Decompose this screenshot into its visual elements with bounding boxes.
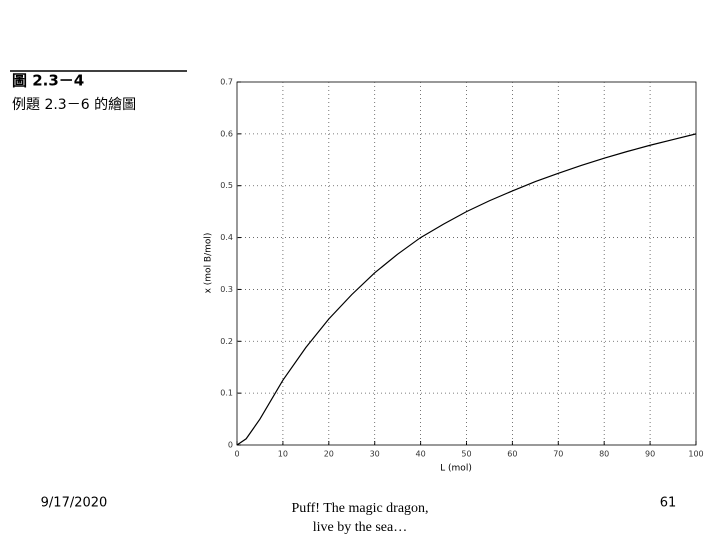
date: 9/17/2020 <box>41 496 108 511</box>
x-tick-label: 40 <box>416 450 426 459</box>
x-tick-label: 0 <box>234 450 239 459</box>
y-tick-label: 0.4 <box>220 233 233 242</box>
y-tick-label: 0 <box>228 441 233 450</box>
caption: 例題 2.3－6 的繪圖 <box>12 96 136 113</box>
x-tick-label: 80 <box>599 450 609 459</box>
x-tick-label: 70 <box>553 450 563 459</box>
y-tick-label: 0.1 <box>220 389 233 398</box>
y-tick-label: 0.2 <box>220 337 233 346</box>
figure-label: 圖 2.3－4 <box>12 72 84 90</box>
y-tick-label: 0.3 <box>220 285 233 294</box>
page-number: 61 <box>660 496 677 511</box>
y-tick-label: 0.7 <box>220 78 233 87</box>
footer-line: live by the sea… <box>313 520 407 535</box>
y-tick-label: 0.5 <box>220 181 233 190</box>
x-tick-label: 20 <box>324 450 334 459</box>
x-tick-label: 90 <box>645 450 655 459</box>
x-tick-label: 10 <box>278 450 288 459</box>
y-axis-label: x (mol B/mol) <box>204 233 214 294</box>
x-tick-label: 30 <box>370 450 380 459</box>
footer-line: Puff! The magic dragon, <box>291 501 428 516</box>
y-tick-label: 0.6 <box>220 129 233 138</box>
x-tick-label: 100 <box>688 450 703 459</box>
data-line <box>236 133 697 446</box>
x-tick-label: 50 <box>461 450 471 459</box>
x-tick-label: 60 <box>507 450 517 459</box>
x-axis-label: L (mol) <box>440 464 472 474</box>
